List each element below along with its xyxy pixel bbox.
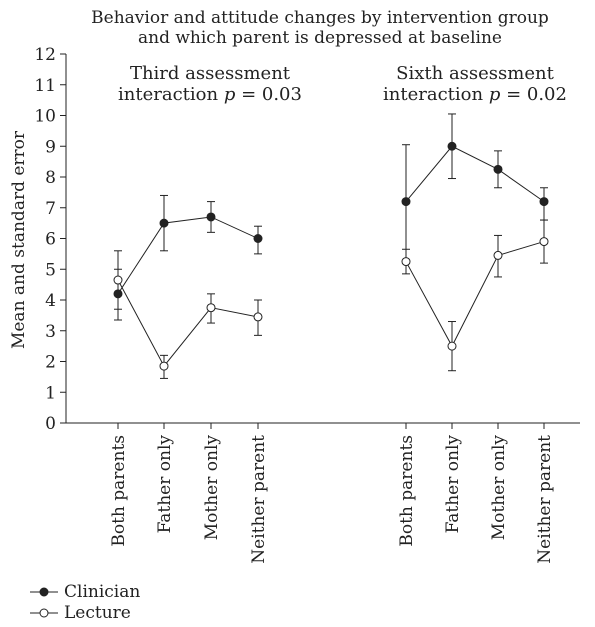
point-p1-clinician-4 <box>253 234 263 243</box>
y-tick-label-7: 7 <box>45 199 56 219</box>
chart-marks <box>113 113 549 379</box>
y-tick-label-9: 9 <box>45 137 56 157</box>
panel-1-annotation-p: p <box>223 84 236 105</box>
series-line-p2-lecture <box>405 241 545 348</box>
point-p1-lecture-3 <box>206 303 216 313</box>
x-tick-label-p2-1: Both parents <box>397 435 417 547</box>
x-tick-label-p1-3: Mother only <box>202 435 222 541</box>
point-p2-clinician-2 <box>447 141 457 151</box>
legend-label-lecture: Lecture <box>64 603 131 623</box>
y-tick-label-4: 4 <box>45 291 56 311</box>
y-tick-label-0: 0 <box>45 414 56 434</box>
legend <box>30 587 58 618</box>
point-p1-lecture-2 <box>159 361 169 371</box>
y-axis-label: Mean and standard error <box>9 130 29 349</box>
panel-2-annotation-prefix: interaction <box>383 84 489 105</box>
point-p2-clinician-3 <box>493 164 503 174</box>
point-p2-clinician-1 <box>401 197 411 207</box>
panel-2-annotation-p: p <box>488 84 501 105</box>
point-p1-clinician-2 <box>159 218 169 228</box>
x-tick-label-p2-2: Father only <box>443 435 463 534</box>
panel-1-annotation-line-1: Third assessment <box>129 63 291 84</box>
chart-title-line-2: and which parent is depressed at baselin… <box>138 28 502 48</box>
point-p1-clinician-3 <box>206 212 216 222</box>
point-p1-lecture-4 <box>253 312 263 322</box>
point-p2-lecture-3 <box>493 250 503 260</box>
series-line-p1-clinician <box>117 216 259 295</box>
legend-marker-clinician <box>39 587 49 597</box>
y-tick-label-11: 11 <box>34 76 56 96</box>
panel-1-annotation-line-2: interaction p = 0.03 <box>110 84 310 105</box>
panel-1-annotation-suffix: = 0.03 <box>235 84 302 105</box>
series-line-p1-lecture <box>117 279 259 368</box>
panel-2-annotation-suffix: = 0.02 <box>500 84 567 105</box>
point-p2-lecture-4 <box>539 237 549 247</box>
x-tick-label-p1-4: Neither parent <box>249 435 269 564</box>
x-tick-label-p1-2: Father only <box>155 435 175 534</box>
chart-title-line-1: Behavior and attitude changes by interve… <box>91 8 549 28</box>
y-tick-label-5: 5 <box>45 260 56 280</box>
legend-marker-lecture <box>39 608 49 618</box>
x-tick-label-p2-3: Mother only <box>489 435 509 541</box>
point-p1-lecture-1 <box>113 275 123 285</box>
y-tick-label-1: 1 <box>45 383 56 403</box>
legend-label-clinician: Clinician <box>64 582 141 602</box>
panel-2-annotation-line-1: Sixth assessment <box>396 63 554 84</box>
x-tick-label-p1-1: Both parents <box>109 435 129 547</box>
panel-2-annotation-line-2: interaction p = 0.02 <box>375 84 575 105</box>
y-tick-label-3: 3 <box>45 322 56 342</box>
y-tick-label-6: 6 <box>45 230 56 250</box>
x-tick-label-p2-4: Neither parent <box>535 435 555 564</box>
point-p2-lecture-2 <box>447 341 457 351</box>
y-tick-label-2: 2 <box>45 353 56 373</box>
series-line-p2-clinician <box>405 145 545 203</box>
y-tick-label-8: 8 <box>45 168 56 188</box>
y-tick-label-10: 10 <box>34 107 56 127</box>
point-p2-lecture-1 <box>401 257 411 267</box>
point-p2-clinician-4 <box>539 197 549 207</box>
y-tick-label-12: 12 <box>34 45 56 65</box>
panel-1-annotation-prefix: interaction <box>118 84 224 105</box>
